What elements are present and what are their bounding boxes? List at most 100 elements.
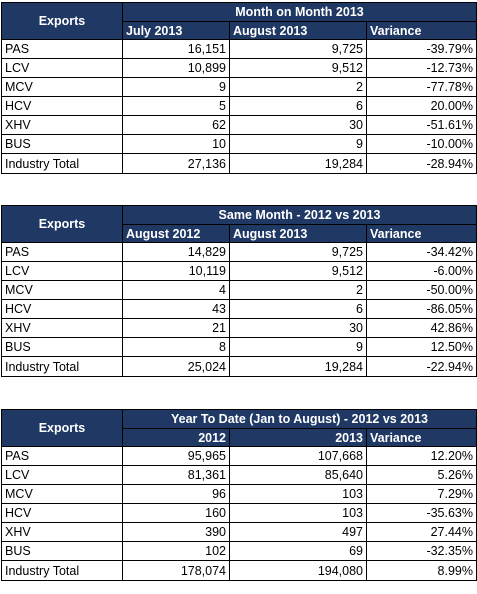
cell-value: 19,284 [229,153,367,174]
table-row: MCV 96 103 7.29% [1,484,477,504]
cell-value: 62 [122,115,230,135]
cell-value: 43 [122,299,230,319]
table-row: HCV 160 103 -35.63% [1,503,477,523]
cell-value: 9 [229,337,367,357]
cell-value: 81,361 [122,465,230,485]
row-header: Exports [1,2,123,40]
cell-value: 14,829 [122,242,230,262]
table-row: PAS 95,965 107,668 12.20% [1,446,477,466]
cell-value: 10,119 [122,261,230,281]
cell-variance: -39.79% [366,39,477,59]
cell-variance: 27.44% [366,522,477,542]
row-label: LCV [1,261,123,281]
cell-value: 5 [122,96,230,116]
exports-year-to-date-table: Exports Year To Date (Jan to August) - 2… [1,409,477,581]
table-row-total: Industry Total 25,024 19,284 -22.94% [1,356,477,377]
row-header: Exports [1,205,123,243]
cell-variance: -32.35% [366,541,477,561]
cell-value: 107,668 [229,446,367,466]
table-row: LCV 10,899 9,512 -12.73% [1,58,477,78]
cell-value: 102 [122,541,230,561]
row-header: Exports [1,409,123,447]
column-header: August 2013 [229,224,367,243]
cell-value: 19,284 [229,356,367,377]
cell-value: 9,725 [229,39,367,59]
row-label: BUS [1,541,123,561]
cell-value: 21 [122,318,230,338]
column-header: July 2013 [122,21,230,40]
cell-value: 9,512 [229,58,367,78]
row-label: LCV [1,465,123,485]
table-row: BUS 10 9 -10.00% [1,134,477,154]
cell-variance: -6.00% [366,261,477,281]
group-title: Year To Date (Jan to August) - 2012 vs 2… [122,409,477,429]
cell-variance: -22.94% [366,356,477,377]
cell-variance: 20.00% [366,96,477,116]
table-row: PAS 16,151 9,725 -39.79% [1,39,477,59]
cell-value: 103 [229,503,367,523]
column-header: Variance [366,224,477,243]
cell-variance: -35.63% [366,503,477,523]
row-label: PAS [1,39,123,59]
cell-value: 30 [229,318,367,338]
group-title: Month on Month 2013 [122,2,477,22]
cell-variance: -28.94% [366,153,477,174]
cell-value: 9,512 [229,261,367,281]
cell-value: 9 [229,134,367,154]
row-label: LCV [1,58,123,78]
table-row: BUS 8 9 12.50% [1,337,477,357]
row-label: XHV [1,318,123,338]
table-row: PAS 14,829 9,725 -34.42% [1,242,477,262]
cell-value: 10,899 [122,58,230,78]
cell-value: 6 [229,96,367,116]
table-row-total: Industry Total 27,136 19,284 -28.94% [1,153,477,174]
row-label: Industry Total [1,153,123,174]
cell-value: 9,725 [229,242,367,262]
cell-variance: -51.61% [366,115,477,135]
cell-value: 10 [122,134,230,154]
cell-variance: -12.73% [366,58,477,78]
cell-value: 4 [122,280,230,300]
cell-value: 69 [229,541,367,561]
cell-value: 27,136 [122,153,230,174]
cell-variance: 12.20% [366,446,477,466]
table-row: LCV 81,361 85,640 5.26% [1,465,477,485]
cell-value: 103 [229,484,367,504]
cell-value: 96 [122,484,230,504]
exports-same-month-table: Exports Same Month - 2012 vs 2013 August… [1,205,477,377]
row-label: BUS [1,134,123,154]
row-label: BUS [1,337,123,357]
row-label: HCV [1,503,123,523]
cell-value: 30 [229,115,367,135]
cell-variance: -34.42% [366,242,477,262]
table-row-total: Industry Total 178,074 194,080 8.99% [1,560,477,581]
column-header: 2013 [229,428,367,447]
row-label: Industry Total [1,560,123,581]
column-header: August 2012 [122,224,230,243]
cell-variance: -10.00% [366,134,477,154]
table-row: BUS 102 69 -32.35% [1,541,477,561]
cell-value: 8 [122,337,230,357]
cell-value: 160 [122,503,230,523]
cell-value: 194,080 [229,560,367,581]
cell-value: 95,965 [122,446,230,466]
row-label: Industry Total [1,356,123,377]
cell-value: 6 [229,299,367,319]
row-label: MCV [1,484,123,504]
cell-value: 390 [122,522,230,542]
exports-month-on-month-table: Exports Month on Month 2013 July 2013 Au… [1,2,477,174]
table-row: XHV 390 497 27.44% [1,522,477,542]
row-label: HCV [1,299,123,319]
column-header: Variance [366,428,477,447]
table-row: LCV 10,119 9,512 -6.00% [1,261,477,281]
row-label: MCV [1,280,123,300]
cell-value: 497 [229,522,367,542]
row-label: PAS [1,446,123,466]
row-label: MCV [1,77,123,97]
table-row: HCV 43 6 -86.05% [1,299,477,319]
cell-variance: -77.78% [366,77,477,97]
cell-value: 178,074 [122,560,230,581]
column-header: August 2013 [229,21,367,40]
cell-value: 2 [229,280,367,300]
cell-value: 25,024 [122,356,230,377]
